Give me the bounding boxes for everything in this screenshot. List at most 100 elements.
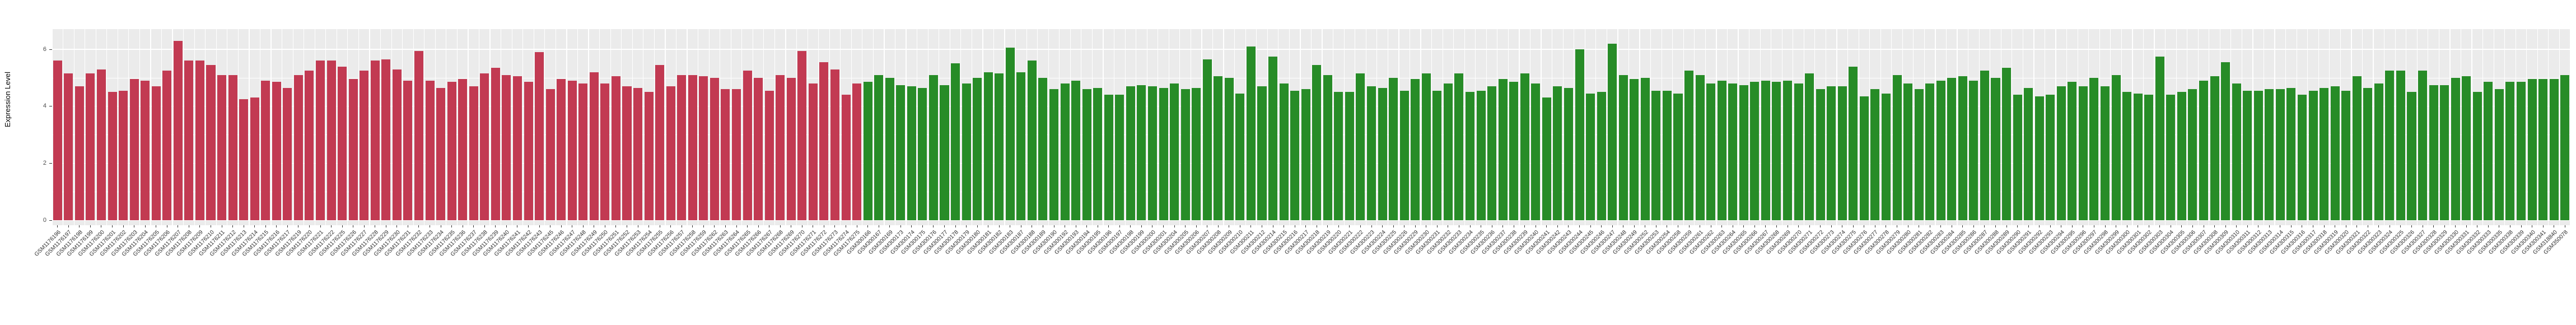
vertical-gridline	[654, 29, 655, 225]
bar	[1509, 82, 1519, 220]
bar	[808, 83, 818, 220]
bar	[2265, 89, 2274, 220]
bar	[2221, 62, 2230, 220]
vertical-gridline	[2055, 29, 2056, 225]
vertical-gridline	[2340, 29, 2341, 225]
bar	[611, 76, 620, 220]
vertical-gridline	[1201, 29, 1202, 225]
x-tick-mark	[1984, 225, 1985, 227]
bar	[1378, 87, 1387, 220]
vertical-gridline	[1650, 29, 1651, 225]
x-tick-mark	[2466, 225, 2467, 227]
minor-gridline	[52, 134, 2570, 135]
vertical-gridline	[194, 29, 195, 225]
x-tick-mark	[955, 225, 956, 227]
vertical-gridline	[2164, 29, 2166, 225]
bar	[1389, 77, 1398, 220]
vertical-gridline	[632, 29, 633, 225]
vertical-gridline	[1015, 29, 1016, 225]
x-tick-mark	[1557, 225, 1558, 227]
x-tick-mark	[57, 225, 58, 227]
x-tick-mark	[736, 225, 737, 227]
bar	[1268, 56, 1278, 220]
bar	[86, 73, 95, 220]
x-tick-mark	[1688, 225, 1690, 227]
bar	[1159, 87, 1168, 220]
vertical-gridline	[741, 29, 743, 225]
vertical-gridline	[2121, 29, 2122, 225]
bar	[1750, 82, 1760, 220]
bar	[2101, 86, 2110, 220]
x-tick-mark	[725, 225, 726, 227]
bar	[666, 86, 675, 220]
x-tick-mark	[2236, 225, 2237, 227]
x-tick-mark	[1634, 225, 1635, 227]
vertical-gridline	[205, 29, 206, 225]
vertical-gridline	[610, 29, 611, 225]
bar	[1421, 73, 1431, 220]
bar	[2352, 76, 2362, 220]
vertical-gridline	[1847, 29, 1849, 225]
bar	[74, 86, 84, 220]
bar	[370, 61, 380, 220]
bar	[1586, 93, 1595, 220]
bar	[1071, 80, 1081, 220]
bar	[1334, 92, 1343, 220]
vertical-gridline	[1705, 29, 1706, 225]
vertical-gridline	[2559, 29, 2560, 225]
bar	[1794, 83, 1803, 220]
bar	[1772, 82, 1781, 220]
x-tick-mark	[582, 225, 584, 227]
x-tick-mark	[2521, 225, 2522, 227]
x-tick-mark	[834, 225, 836, 227]
bar	[1246, 46, 1256, 220]
bar	[819, 62, 829, 220]
x-tick-mark	[418, 225, 419, 227]
bar	[699, 76, 708, 220]
x-tick-mark	[1141, 225, 1142, 227]
vertical-gridline	[2307, 29, 2308, 225]
x-tick-mark	[1415, 225, 1416, 227]
bar	[184, 61, 194, 220]
vertical-gridline	[358, 29, 360, 225]
bar	[2549, 79, 2559, 220]
bar	[764, 90, 774, 220]
x-tick-mark	[692, 225, 693, 227]
bar	[995, 73, 1004, 220]
bar	[754, 77, 763, 220]
x-tick-mark	[1776, 225, 1777, 227]
vertical-gridline	[413, 29, 414, 225]
x-tick-mark	[506, 225, 507, 227]
bar	[2330, 86, 2340, 220]
vertical-gridline	[150, 29, 151, 225]
vertical-gridline	[1726, 29, 1728, 225]
vertical-gridline	[1508, 29, 1509, 225]
x-tick-mark	[648, 225, 650, 227]
bar	[2056, 86, 2066, 220]
x-tick-mark	[2071, 225, 2073, 227]
bar	[786, 77, 796, 220]
vertical-gridline	[785, 29, 786, 225]
bar	[129, 79, 139, 220]
bar	[2253, 90, 2263, 220]
vertical-gridline	[489, 29, 491, 225]
x-tick-mark	[331, 225, 332, 227]
bar	[2560, 75, 2570, 220]
x-tick-mark	[539, 225, 540, 227]
bar	[2166, 95, 2176, 220]
bar	[1170, 83, 1179, 220]
vertical-gridline	[1223, 29, 1224, 225]
x-tick-mark	[1163, 225, 1164, 227]
x-tick-mark	[2214, 225, 2215, 227]
major-gridline	[52, 49, 2570, 50]
bar	[2188, 89, 2197, 220]
bar	[1827, 86, 1836, 220]
vertical-gridline	[2110, 29, 2111, 225]
x-tick-mark	[703, 225, 704, 227]
x-tick-mark	[2356, 225, 2358, 227]
x-tick-mark	[1754, 225, 1755, 227]
vertical-gridline	[1048, 29, 1049, 225]
x-tick-mark	[1852, 225, 1854, 227]
x-tick-mark	[1360, 225, 1361, 227]
x-tick-mark	[254, 225, 255, 227]
